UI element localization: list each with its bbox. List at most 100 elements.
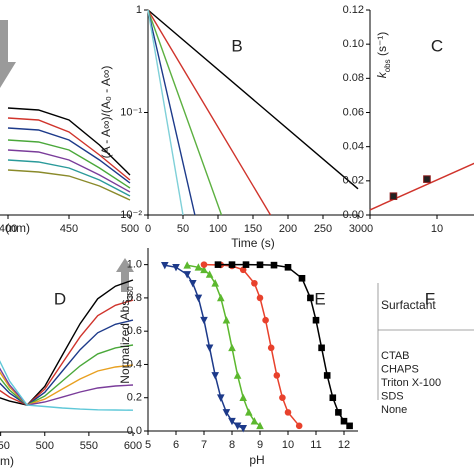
table-header: Surfactant [381, 298, 436, 312]
x-tick-label: 600 [124, 440, 142, 452]
point [211, 279, 219, 287]
panel-label: D [54, 289, 66, 308]
x-axis-label: Time (s) [231, 236, 275, 250]
x-axis-label: pH [249, 453, 264, 467]
point [279, 394, 286, 402]
point [346, 422, 353, 430]
point [228, 417, 236, 426]
series-line [147, 9, 272, 216]
point [239, 266, 247, 274]
point [307, 294, 314, 302]
y-tick-label: 0.10 [343, 38, 364, 50]
series-line [147, 9, 223, 216]
x-tick-label: 5 [145, 439, 151, 451]
panel: 400 450 500 (nm) [0, 107, 139, 235]
series-line [0, 364, 134, 406]
series-line [203, 263, 300, 427]
point [298, 274, 306, 282]
y-tick-label: 0.12 [343, 4, 364, 16]
point [200, 265, 208, 274]
point [214, 261, 222, 268]
point [183, 271, 191, 279]
point [251, 279, 258, 287]
point [172, 263, 180, 272]
y-axis-label-part: Normalized Abs [118, 300, 132, 384]
point [183, 261, 191, 269]
y-tick-label: 0.00 [343, 209, 364, 221]
series-line [7, 127, 131, 184]
x-tick-label: 10 [431, 223, 443, 235]
point [335, 409, 342, 416]
point [256, 421, 264, 430]
point [323, 372, 331, 379]
point [222, 316, 231, 324]
series-line [0, 319, 134, 406]
point [312, 316, 320, 324]
point [222, 409, 231, 417]
series-line [147, 9, 184, 216]
point [217, 293, 225, 302]
point [329, 394, 337, 402]
point [194, 263, 203, 271]
point [245, 408, 253, 416]
point [284, 263, 292, 271]
panel: 0 10 0.00 0.02 0.04 0.06 0.08 0.10 0.12 kobs (s⁻¹… [343, 4, 474, 235]
y-axis-label-part: (s⁻¹) [375, 32, 389, 60]
x-tick-label: 0 [367, 223, 373, 235]
series-line [0, 344, 134, 406]
point [228, 343, 236, 352]
point [273, 372, 281, 379]
x-tick-label: 400 [0, 223, 17, 235]
y-axis-label-part: obs [383, 59, 392, 72]
y-tick-label: 0.8 [127, 292, 142, 304]
y-tick-label: 0.2 [127, 392, 142, 404]
point [217, 394, 225, 402]
point [200, 261, 208, 268]
series-line [7, 169, 131, 201]
x-tick-label: 11 [310, 439, 321, 451]
y-tick-label: 1 [136, 4, 142, 16]
point [318, 344, 325, 352]
point [423, 175, 431, 183]
y-tick-label: 1.0 [127, 259, 142, 271]
series-line [187, 264, 261, 427]
x-tick-label: 7 [201, 439, 207, 451]
y-tick-label: 0.06 [343, 106, 364, 118]
y-tick-label: 0.6 [127, 325, 142, 337]
x-tick-label: 0 [145, 223, 151, 235]
series-line [7, 149, 131, 193]
point [295, 422, 303, 430]
y-tick-label: 0.02 [343, 175, 364, 187]
point [256, 261, 264, 269]
series-line [0, 367, 134, 406]
y-tick-label: 0.0 [127, 425, 142, 437]
x-tick-label: 450 [0, 440, 10, 452]
y-axis-label: (A - A∞)/(A₀ - A∞) [99, 66, 113, 159]
series-line [147, 9, 359, 190]
point [233, 422, 242, 430]
y-tick-label: 10⁻² [120, 209, 142, 221]
series-line [147, 9, 196, 216]
panel: 450 500 550 600 (nm) D [0, 279, 142, 468]
panel: 0 50 100 150 200 250 300 1 10⁻¹ 10⁻² Time (s) (A - … [99, 4, 367, 250]
decrease-arrow [0, 20, 16, 88]
point [389, 192, 398, 201]
x-tick-label: 6 [173, 439, 179, 451]
x-tick-label: 550 [80, 440, 98, 452]
point [228, 261, 236, 268]
x-tick-label: 300 [349, 223, 367, 235]
series-line [7, 117, 131, 181]
x-axis-label: (nm) [0, 454, 14, 468]
series-line [7, 159, 131, 197]
increase-arrow [116, 258, 134, 292]
x-tick-label: 9 [257, 439, 263, 451]
x-tick-label: 8 [229, 439, 235, 451]
point [239, 425, 247, 433]
y-axis-label-part: k [375, 71, 389, 78]
series-line [7, 107, 131, 176]
y-axis-label: Normalized Abs350 [118, 286, 134, 384]
panel-label: C [431, 36, 443, 55]
series-line [7, 139, 131, 189]
series-line [0, 299, 134, 406]
